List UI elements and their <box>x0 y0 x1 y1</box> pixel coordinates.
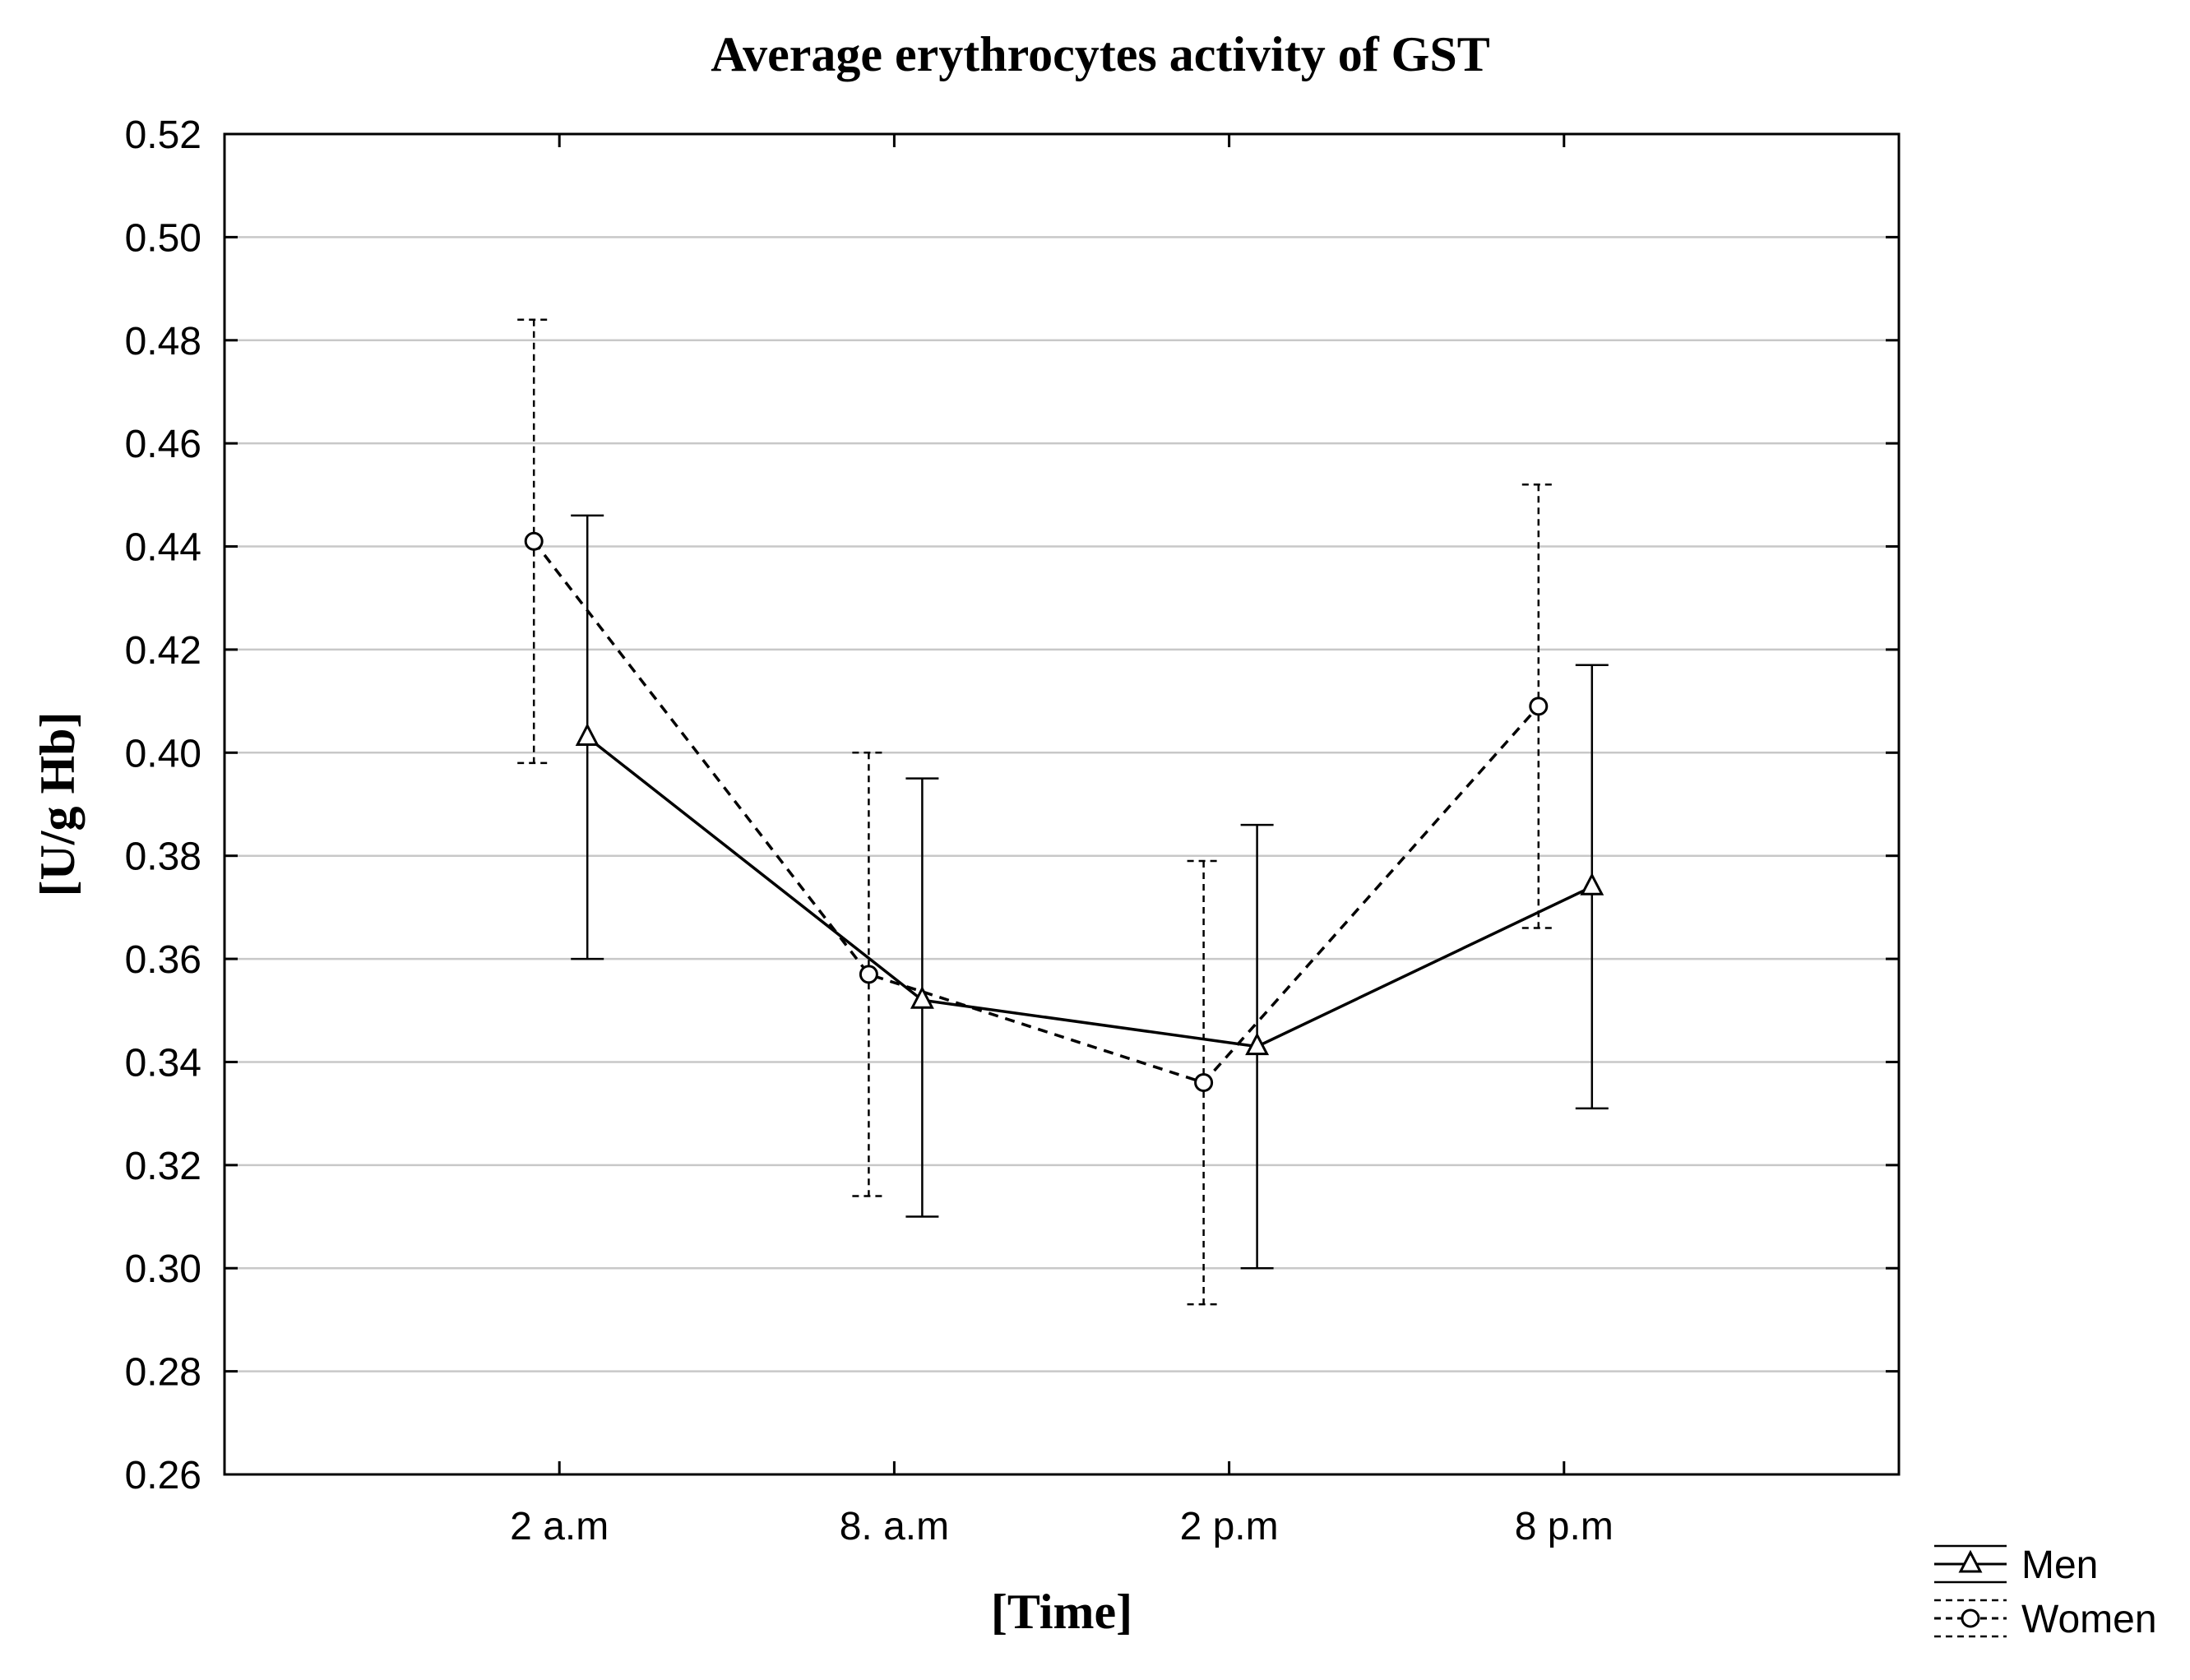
x-axis-label: [Time] <box>991 1585 1132 1639</box>
legend-label: Men <box>2021 1543 2098 1587</box>
data-series <box>517 318 1609 1306</box>
y-tick-label: 0.40 <box>125 732 201 775</box>
y-tick-label: 0.44 <box>125 526 201 570</box>
y-tick-label: 0.26 <box>125 1454 201 1497</box>
data-point <box>1194 1073 1214 1093</box>
y-tick-label: 0.50 <box>125 216 201 260</box>
y-tick-label: 0.48 <box>125 320 201 363</box>
data-point <box>575 723 600 746</box>
y-tick-label: 0.36 <box>125 938 201 982</box>
y-tick-label: 0.30 <box>125 1247 201 1291</box>
x-tick-label: 2 p.m <box>1180 1505 1279 1548</box>
legend-item-men: Men <box>1934 1543 2098 1587</box>
data-point <box>910 985 934 1009</box>
x-tick-label: 2 a.m <box>510 1505 609 1548</box>
chart-title: Average erythrocytes activity of GST <box>711 27 1490 81</box>
series-women <box>517 318 1555 1306</box>
y-axis-label: [U/g Hb] <box>30 712 85 897</box>
y-tick-label: 0.28 <box>125 1351 201 1395</box>
x-tick-label: 8 p.m <box>1515 1505 1614 1548</box>
series-line <box>586 736 1593 1048</box>
y-tick-label: 0.32 <box>125 1145 201 1188</box>
legend-item-women: Women <box>1934 1598 2157 1641</box>
series-men <box>571 514 1609 1270</box>
y-tick-label: 0.46 <box>125 423 201 466</box>
legend-marker <box>1961 1608 1980 1628</box>
y-tick-label: 0.52 <box>125 113 201 157</box>
y-tick-label: 0.34 <box>125 1041 201 1085</box>
legend-marker <box>1958 1549 1983 1573</box>
legend: Men Women <box>1934 1543 2157 1641</box>
data-point <box>524 531 544 551</box>
grid-lines <box>225 236 1899 1372</box>
data-point <box>1580 872 1604 896</box>
y-tick-label: 0.42 <box>125 629 201 673</box>
legend-label: Women <box>2021 1598 2157 1641</box>
x-tick-label: 8. a.m <box>840 1505 949 1548</box>
plot-frame <box>223 132 1901 1476</box>
data-point <box>859 965 878 984</box>
data-point <box>1529 697 1549 716</box>
data-point <box>1245 1032 1270 1056</box>
x-axis-ticks: 2 a.m 8. a.m 2 p.m 8 p.m <box>510 134 1614 1548</box>
y-axis-ticks: 0.26 0.28 0.30 0.32 0.34 0.36 0.38 0.40 0.42 0.44… <box>125 113 1899 1497</box>
y-tick-label: 0.38 <box>125 835 201 879</box>
